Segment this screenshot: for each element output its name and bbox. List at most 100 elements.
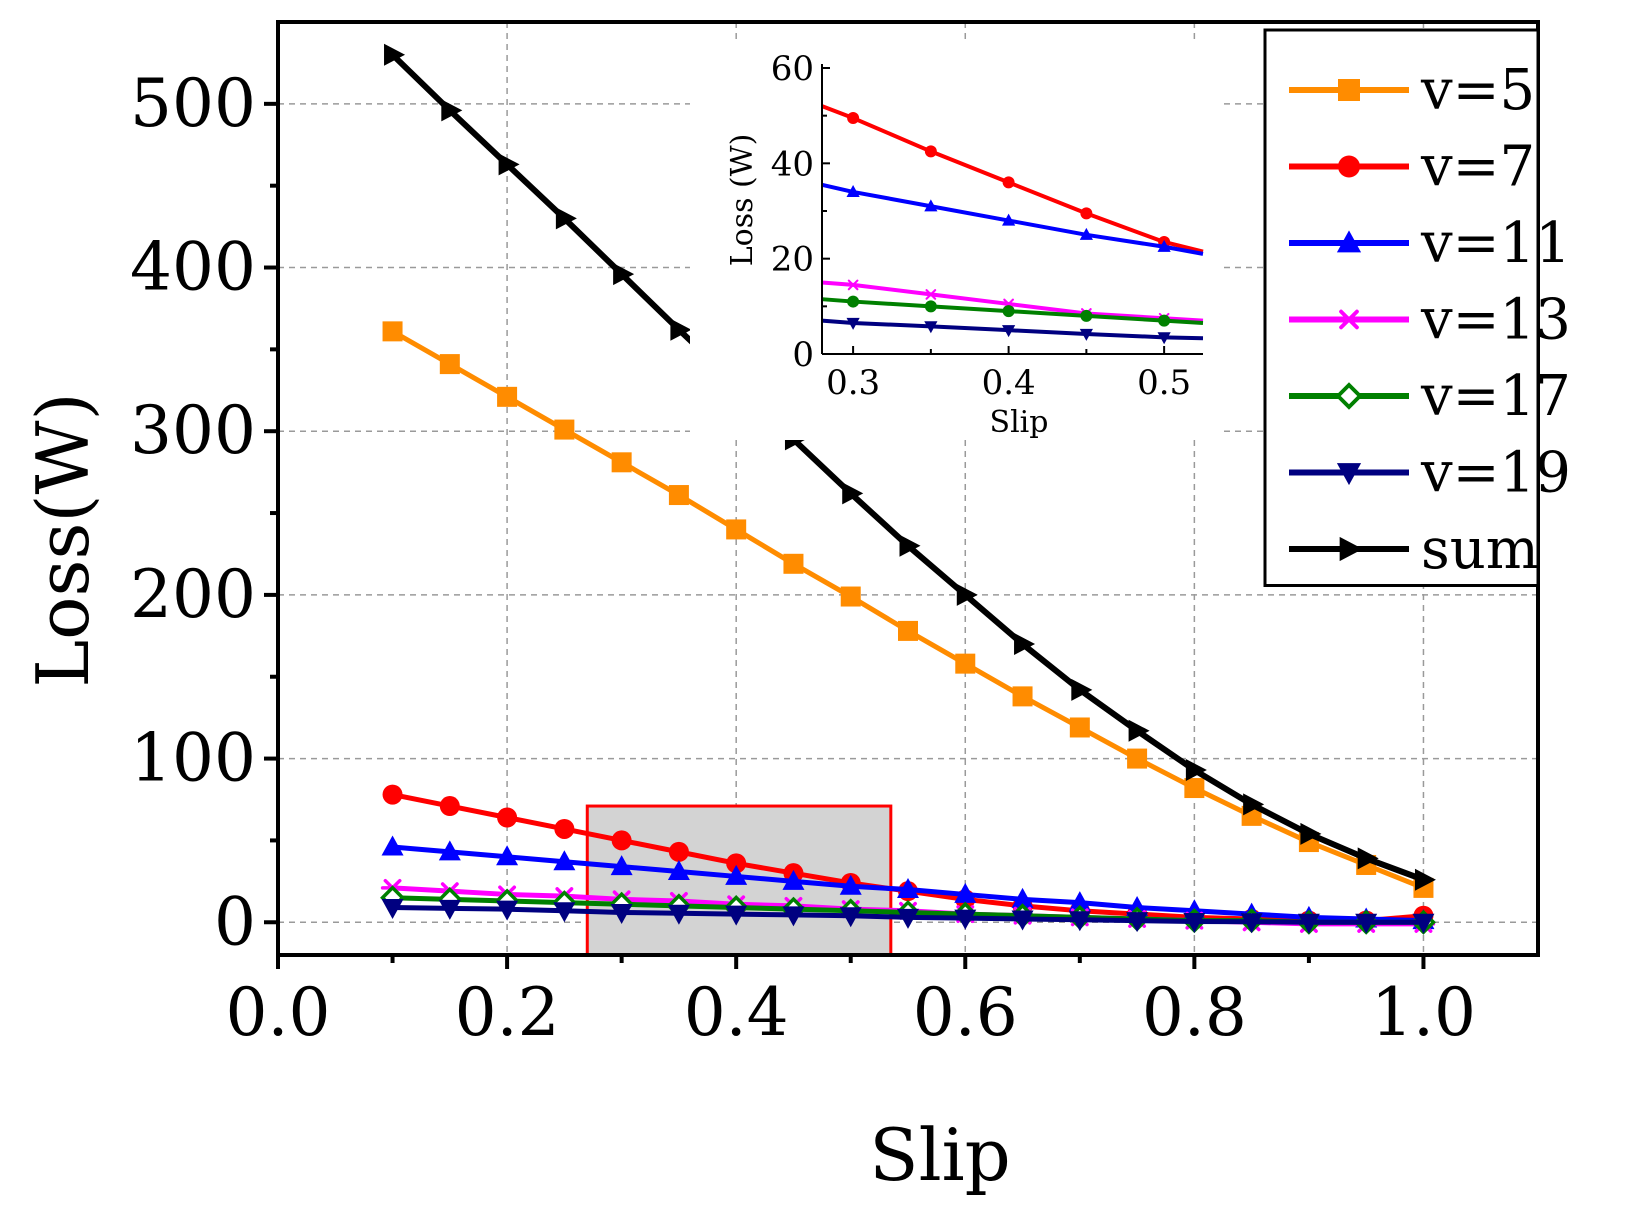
y-tick-label: 100: [130, 720, 256, 797]
inset-axes: 0 20 40 60 0.3 0.4 0.5: [771, 49, 1203, 403]
legend-marker-v-17: [1335, 382, 1363, 410]
legend-label: v=19: [1420, 441, 1571, 506]
main-series-layer: [380, 43, 1436, 935]
data-point-v-7: [497, 807, 518, 828]
inset-point-v-7: [847, 112, 860, 125]
data-point-v-19: [839, 907, 862, 928]
data-point-sum: [498, 153, 520, 176]
data-point-v-19: [1126, 912, 1149, 933]
legend-label: v=17: [1420, 364, 1571, 429]
data-point-sum: [899, 534, 921, 557]
inset-series-v-19: [821, 317, 1204, 345]
data-point-sum: [1243, 793, 1265, 816]
data-point-v-19: [782, 906, 805, 927]
data-point-sum: [670, 318, 692, 341]
legend-item-v-7: v=7: [1289, 135, 1535, 200]
data-point-sum: [1185, 759, 1207, 782]
inset-point-v-11: [924, 199, 938, 212]
data-point-v-5: [1127, 748, 1148, 769]
data-point-sum: [441, 99, 463, 122]
inset-point-v-17: [924, 300, 937, 313]
inset-series-v-11: [821, 182, 1204, 256]
data-point-sum: [555, 207, 577, 230]
data-point-sum: [1414, 868, 1436, 891]
legend-label: v=7: [1420, 135, 1535, 200]
legend-marker-v-7: [1338, 155, 1360, 178]
data-point-sum: [1357, 847, 1379, 870]
inset-point-v-19: [1079, 328, 1093, 341]
legend-item-sum: sum: [1289, 517, 1539, 582]
legend-marker-v-19: [1336, 463, 1362, 486]
inset-point-v-17: [847, 295, 860, 308]
data-point-v-19: [496, 900, 519, 921]
data-point-v-19: [1068, 911, 1091, 932]
inset-point-v-7: [1080, 207, 1093, 220]
data-point-v-19: [897, 908, 919, 929]
inset-y-axis-label: Loss (W): [725, 134, 760, 267]
inset-point-v-7: [1002, 176, 1015, 189]
data-point-sum: [1014, 633, 1036, 655]
data-point-v-11: [667, 860, 690, 881]
legend-marker-v-13: [1336, 309, 1362, 330]
legend-marker-sum: [1339, 536, 1363, 562]
x-tick-label: 0.8: [1142, 974, 1247, 1051]
data-point-v-19: [954, 909, 977, 930]
data-point-v-5: [898, 620, 918, 641]
inset-point-v-17: [1002, 305, 1015, 318]
data-point-sum: [1128, 719, 1150, 742]
inset-x-tick-label: 0.4: [982, 363, 1036, 403]
data-point-v-7: [611, 830, 632, 851]
x-tick-label: 1.0: [1371, 974, 1476, 1051]
data-point-v-19: [1183, 912, 1206, 933]
inset-y-tick-label: 20: [771, 240, 814, 280]
inset-point-v-13: [923, 289, 938, 300]
legend-item-v-19: v=19: [1289, 441, 1571, 506]
inset-chart: 0 20 40 60 0.3 0.4 0.5 Slip Loss (W): [690, 40, 1220, 440]
data-point-v-5: [1069, 717, 1090, 738]
data-point-v-19: [725, 905, 748, 926]
data-point-v-11: [496, 845, 519, 866]
legend-item-v-5: v=5: [1289, 58, 1535, 123]
data-point-sum: [1071, 678, 1093, 701]
x-axis-label: Slip: [869, 1113, 1010, 1197]
data-point-v-5: [668, 485, 689, 506]
inset-point-v-19: [1002, 325, 1016, 338]
inset-x-axis-label: Slip: [990, 405, 1049, 440]
inset-point-v-17: [1080, 309, 1093, 322]
y-tick-label: 0: [214, 883, 256, 960]
data-point-v-7: [382, 784, 403, 805]
series-sum: [384, 43, 1436, 891]
data-point-v-7: [554, 818, 575, 839]
data-point-v-19: [1240, 913, 1263, 934]
legend-item-v-11: v=11: [1289, 211, 1571, 276]
data-point-v-19: [553, 902, 576, 923]
data-point-v-5: [554, 419, 575, 440]
data-point-v-5: [611, 452, 632, 473]
data-point-v-19: [1297, 913, 1320, 934]
data-point-v-19: [381, 899, 404, 920]
data-point-v-5: [382, 321, 403, 342]
data-point-v-7: [726, 853, 747, 874]
data-point-v-19: [610, 903, 633, 924]
legend-marker-v-5: [1338, 79, 1360, 101]
legend-label: v=5: [1420, 58, 1535, 123]
inset-series-v-17: [821, 295, 1204, 327]
data-point-v-5: [726, 519, 747, 540]
data-point-v-19: [1011, 910, 1034, 931]
legend: v=5 v=7 v=11 v=13 v=17 v=19 sum: [1263, 28, 1571, 587]
data-point-v-19: [667, 904, 690, 925]
x-tick-label: 0.6: [913, 974, 1018, 1051]
data-point-v-5: [1012, 686, 1033, 707]
data-point-v-11: [1011, 887, 1034, 908]
inset-x-tick-label: 0.5: [1137, 363, 1191, 403]
data-point-v-11: [610, 855, 633, 876]
inset-point-v-11: [1002, 213, 1016, 226]
data-point-v-11: [782, 869, 805, 890]
legend-label: v=11: [1420, 211, 1571, 276]
inset-point-v-19: [924, 321, 938, 334]
inset-point-v-11: [846, 185, 860, 198]
inset-point-v-19: [846, 317, 860, 330]
inset-point-v-7: [924, 145, 937, 158]
